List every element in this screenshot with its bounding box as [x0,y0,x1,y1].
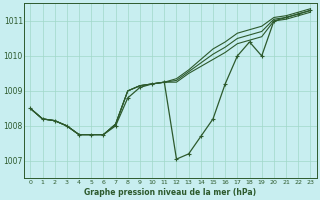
X-axis label: Graphe pression niveau de la mer (hPa): Graphe pression niveau de la mer (hPa) [84,188,256,197]
